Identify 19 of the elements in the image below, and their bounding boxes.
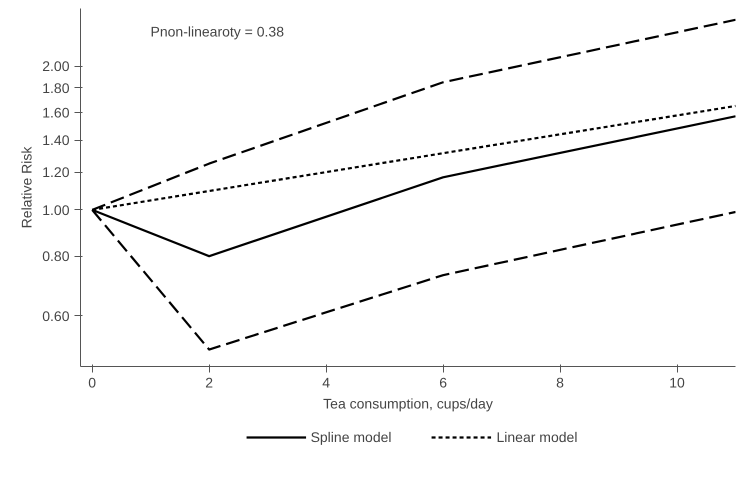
y-tick-label: 1.40 bbox=[42, 132, 70, 148]
y-tick-label: 1.60 bbox=[42, 104, 70, 120]
x-tick-label: 2 bbox=[205, 374, 214, 390]
annotation: Pnon-linearoty = 0.38 bbox=[150, 24, 284, 40]
legend-label: Linear model bbox=[496, 428, 578, 444]
legend-label: Spline model bbox=[310, 428, 392, 444]
x-axis-title: Tea consumption, cups/day bbox=[323, 396, 493, 412]
x-tick-label: 10 bbox=[669, 374, 686, 390]
x-tick-label: 4 bbox=[322, 374, 330, 390]
y-tick-label: 2.00 bbox=[42, 58, 70, 74]
x-tick-label: 8 bbox=[556, 374, 564, 390]
y-tick-label: 1.20 bbox=[42, 164, 70, 180]
y-tick-label: 1.00 bbox=[42, 202, 70, 218]
y-tick-label: 1.80 bbox=[42, 80, 70, 96]
y-tick-label: 0.80 bbox=[42, 248, 70, 264]
y-tick-label: 0.60 bbox=[42, 308, 70, 324]
y-axis-title: Relative Risk bbox=[18, 146, 34, 228]
x-tick-label: 0 bbox=[88, 374, 96, 390]
x-tick-label: 6 bbox=[439, 374, 448, 390]
